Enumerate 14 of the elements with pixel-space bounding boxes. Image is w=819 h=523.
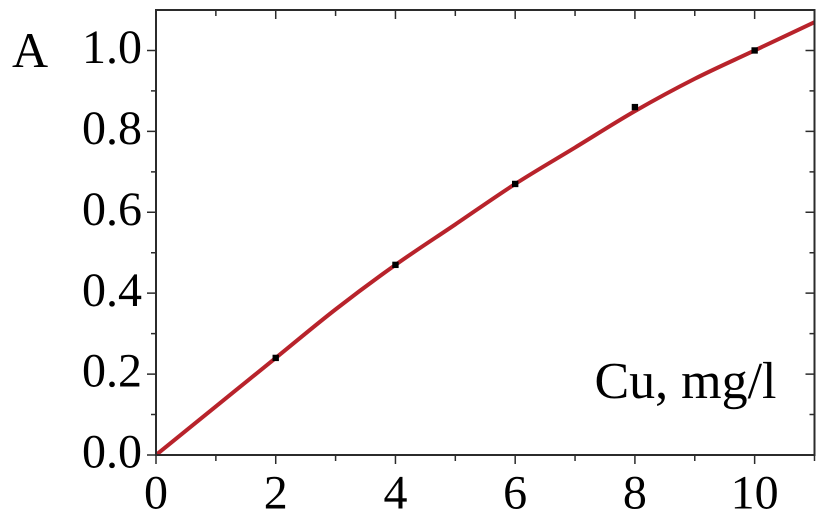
y-tick-label: 0.4 — [82, 264, 142, 317]
x-axis-title: Cu, mg/l — [594, 353, 776, 410]
y-tick-label: 1.0 — [82, 21, 142, 74]
y-tick-label: 0.2 — [82, 344, 142, 398]
x-tick-label: 6 — [503, 466, 528, 520]
y-tick-label: 0.6 — [82, 182, 142, 236]
x-tick-label: 0 — [144, 466, 168, 520]
x-tick-label: 4 — [383, 466, 408, 520]
x-tick-label: 10 — [730, 466, 779, 520]
y-axis-title: A — [12, 22, 48, 78]
x-tick-label: 8 — [622, 466, 647, 520]
y-tick-label: 0.0 — [82, 426, 142, 479]
y-tick-label: 0.8 — [82, 102, 142, 155]
x-tick-label: 2 — [264, 466, 288, 520]
